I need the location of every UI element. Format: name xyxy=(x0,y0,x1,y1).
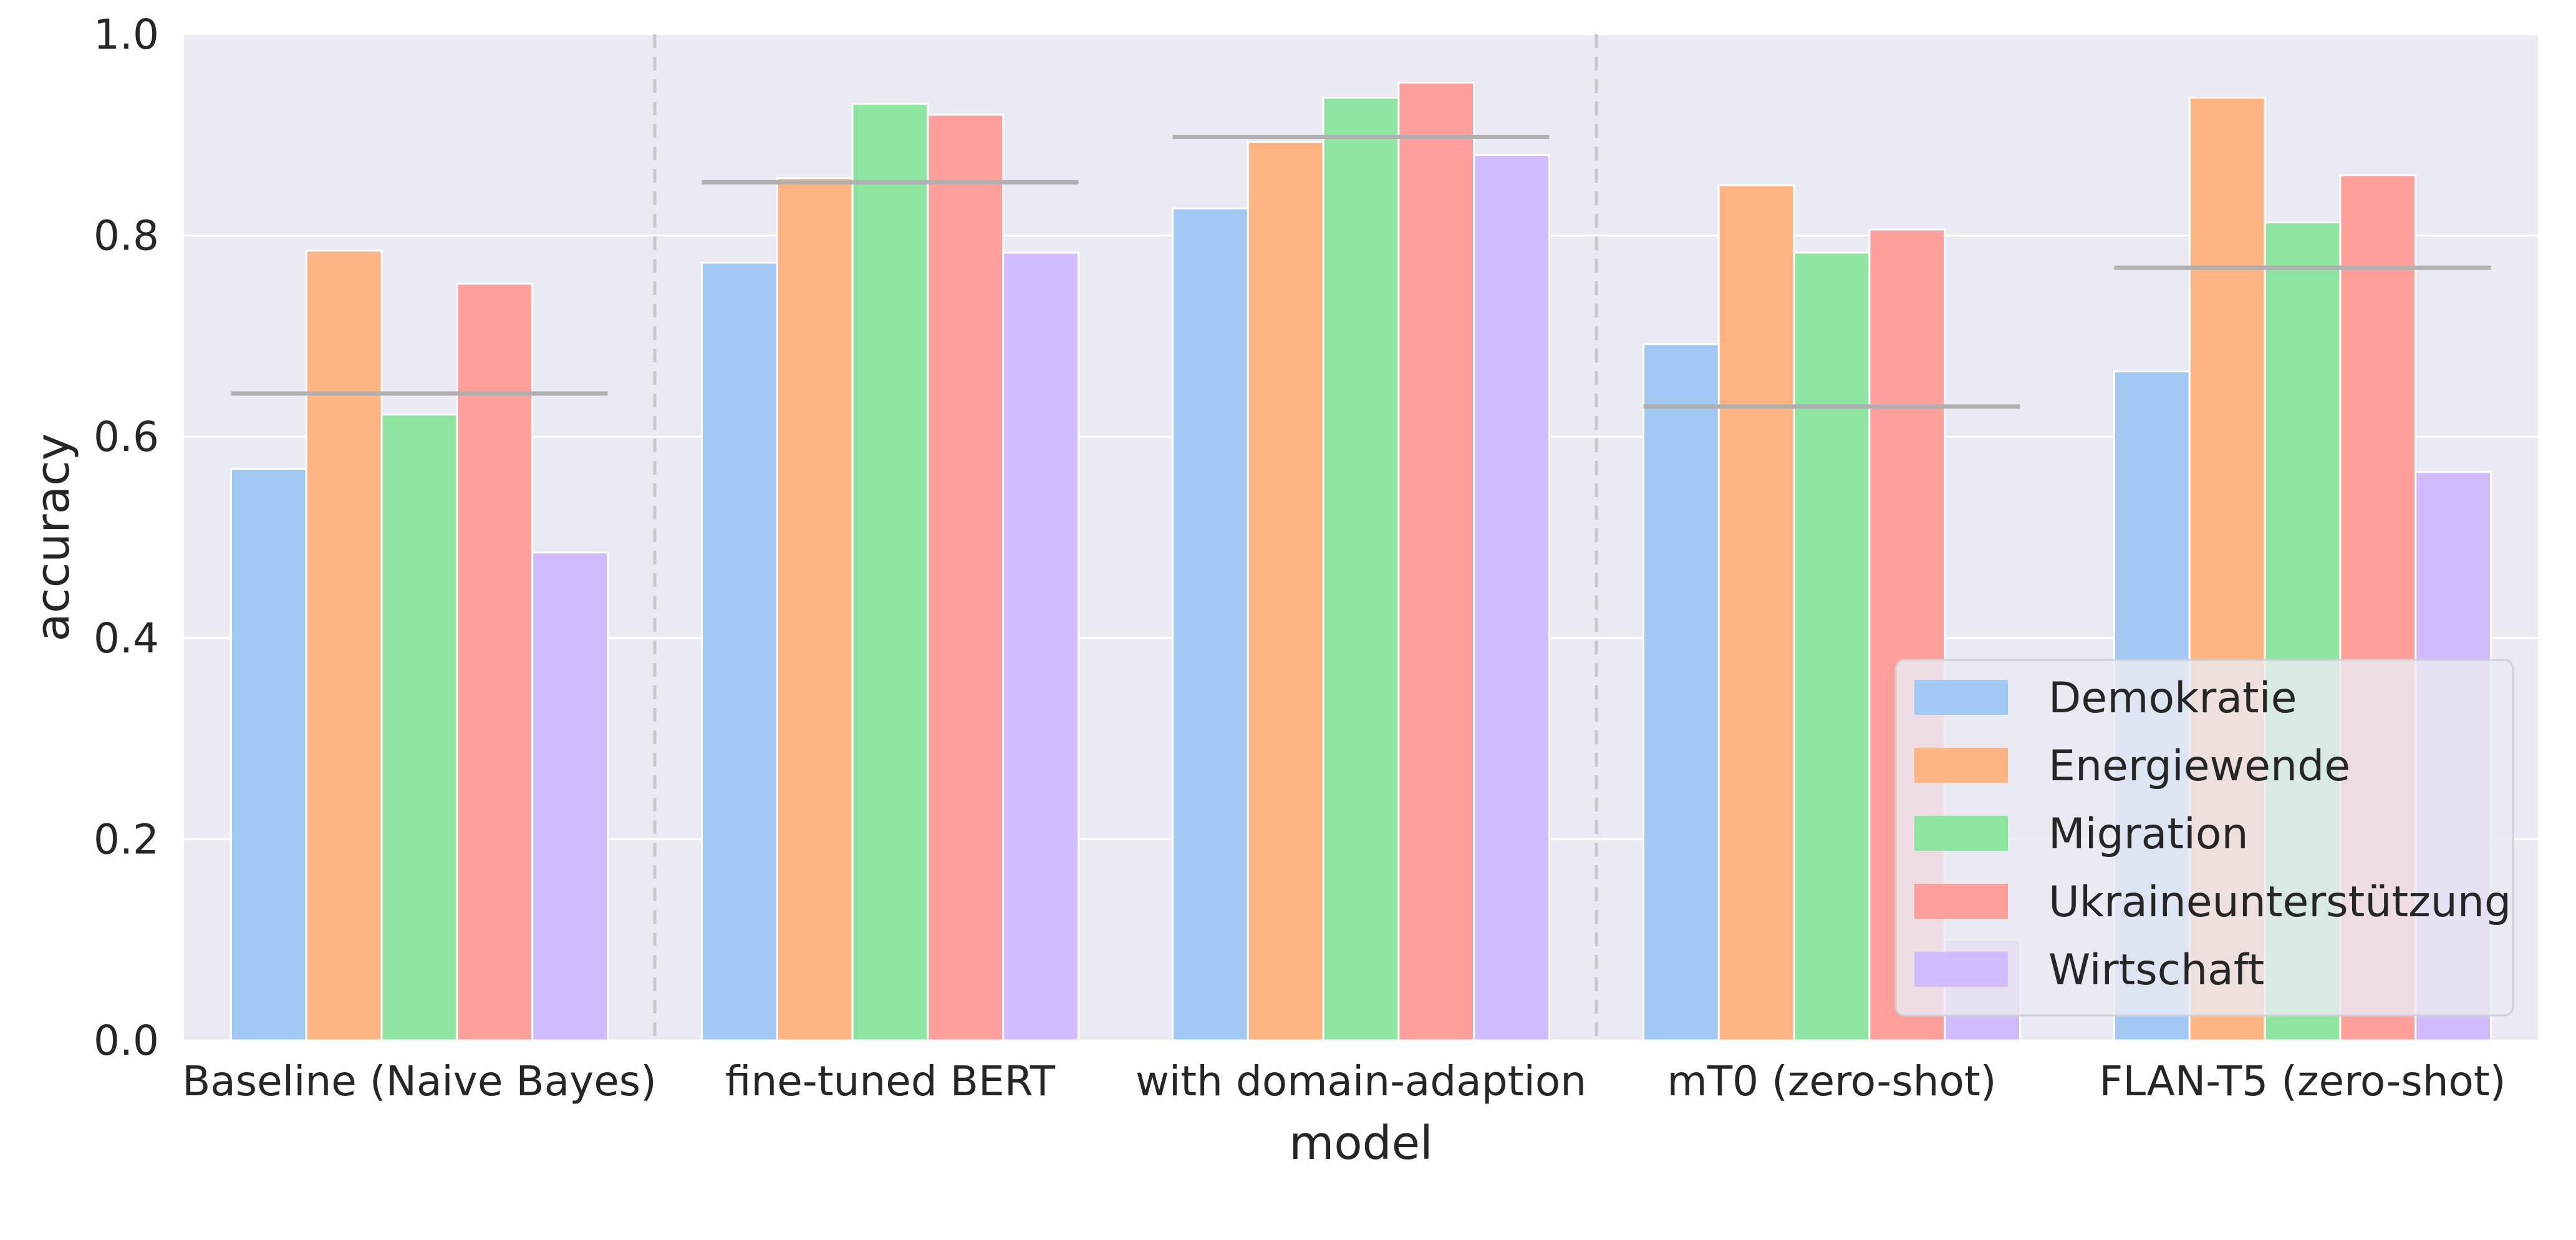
bar xyxy=(701,261,778,1042)
y-axis-label: accuracy xyxy=(26,434,80,642)
x-tick-label: Baseline (Naive Bayes) xyxy=(182,1057,657,1105)
legend-swatch xyxy=(1914,884,2008,919)
bar xyxy=(1397,81,1475,1042)
bar xyxy=(380,414,458,1042)
x-tick-label: FLAN-T5 (zero-shot) xyxy=(2099,1057,2506,1105)
legend-swatch xyxy=(1914,680,2008,715)
bar xyxy=(1793,251,1871,1042)
legend-swatch xyxy=(1914,748,2008,783)
bar xyxy=(1172,207,1249,1042)
group-separators xyxy=(653,34,1598,1040)
x-tick-label: fine-tuned BERT xyxy=(725,1057,1056,1105)
x-axis-label: model xyxy=(1289,1116,1432,1170)
bar xyxy=(456,283,534,1042)
legend-box xyxy=(1894,659,2514,1017)
bar xyxy=(305,249,383,1042)
bar xyxy=(1717,184,1795,1042)
y-tick-labels: 0.0 0.2 0.4 0.6 0.8 1.0 xyxy=(94,11,159,1065)
bar xyxy=(1643,343,1720,1042)
legend-swatch xyxy=(1914,952,2008,987)
y-tick-label: 0.2 xyxy=(94,815,159,863)
y-tick-label: 0.8 xyxy=(94,212,159,260)
y-tick-label: 0.0 xyxy=(94,1017,159,1065)
legend-label: Energiewende xyxy=(2048,742,2350,791)
bar xyxy=(927,114,1005,1042)
x-tick-labels: Baseline (Naive Bayes) fine-tuned BERT wit… xyxy=(182,1057,2506,1105)
bar xyxy=(1002,251,1079,1042)
legend-label: Wirtschaft xyxy=(2048,946,2264,995)
legend-label: Migration xyxy=(2048,810,2249,859)
x-tick-label: with domain-adaption xyxy=(1136,1057,1586,1105)
bar xyxy=(776,177,854,1042)
x-tick-label: mT0 (zero-shot) xyxy=(1667,1057,1997,1105)
legend-label: Demokratie xyxy=(2048,674,2297,723)
legend: Demokratie Energiewende Migration Ukraineun… xyxy=(1894,659,2514,1017)
y-tick-label: 0.6 xyxy=(94,413,159,461)
bar xyxy=(1322,97,1400,1042)
legend-swatch xyxy=(1914,816,2008,851)
mean-lines xyxy=(231,135,2491,409)
bar xyxy=(1473,154,1550,1042)
legend-label: Ukraineunterstützung xyxy=(2048,878,2511,927)
y-tick-label: 0.4 xyxy=(94,614,159,662)
bar xyxy=(1247,141,1324,1042)
bar xyxy=(230,468,307,1042)
bar xyxy=(851,102,929,1042)
bar xyxy=(531,551,609,1042)
y-tick-label: 1.0 xyxy=(94,11,159,59)
